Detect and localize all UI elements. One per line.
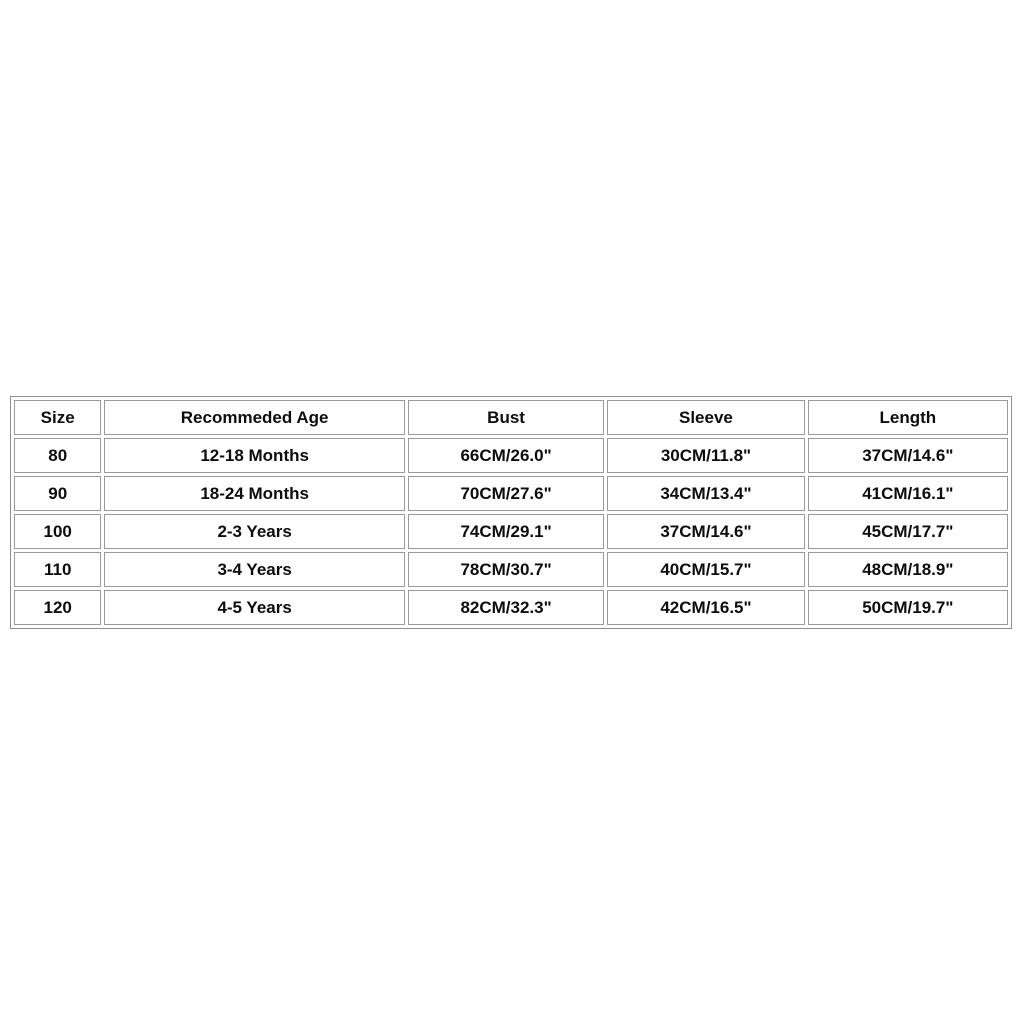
cell-size: 110 xyxy=(14,552,102,587)
column-header-age: Recommeded Age xyxy=(104,400,405,435)
cell-age: 18-24 Months xyxy=(104,476,405,511)
cell-length: 48CM/18.9" xyxy=(807,552,1008,587)
cell-bust: 78CM/30.7" xyxy=(407,552,605,587)
cell-bust: 74CM/29.1" xyxy=(407,514,605,549)
cell-age: 12-18 Months xyxy=(104,438,405,473)
cell-age: 4-5 Years xyxy=(104,590,405,625)
cell-bust: 82CM/32.3" xyxy=(407,590,605,625)
cell-length: 37CM/14.6" xyxy=(807,438,1008,473)
cell-length: 41CM/16.1" xyxy=(807,476,1008,511)
cell-bust: 66CM/26.0" xyxy=(407,438,605,473)
column-header-bust: Bust xyxy=(407,400,605,435)
cell-bust: 70CM/27.6" xyxy=(407,476,605,511)
cell-age: 3-4 Years xyxy=(104,552,405,587)
size-chart-table: Size Recommeded Age Bust Sleeve Length 8… xyxy=(10,396,1012,629)
cell-sleeve: 42CM/16.5" xyxy=(607,590,805,625)
table-row: 80 12-18 Months 66CM/26.0" 30CM/11.8" 37… xyxy=(14,438,1008,473)
table-row: 90 18-24 Months 70CM/27.6" 34CM/13.4" 41… xyxy=(14,476,1008,511)
cell-size: 100 xyxy=(14,514,102,549)
table-row: 100 2-3 Years 74CM/29.1" 37CM/14.6" 45CM… xyxy=(14,514,1008,549)
column-header-size: Size xyxy=(14,400,102,435)
cell-size: 90 xyxy=(14,476,102,511)
cell-sleeve: 40CM/15.7" xyxy=(607,552,805,587)
table-row: 110 3-4 Years 78CM/30.7" 40CM/15.7" 48CM… xyxy=(14,552,1008,587)
column-header-sleeve: Sleeve xyxy=(607,400,805,435)
cell-length: 50CM/19.7" xyxy=(807,590,1008,625)
size-chart-container: Size Recommeded Age Bust Sleeve Length 8… xyxy=(10,396,1012,629)
cell-sleeve: 37CM/14.6" xyxy=(607,514,805,549)
cell-size: 80 xyxy=(14,438,102,473)
cell-sleeve: 34CM/13.4" xyxy=(607,476,805,511)
cell-sleeve: 30CM/11.8" xyxy=(607,438,805,473)
header-row: Size Recommeded Age Bust Sleeve Length xyxy=(14,400,1008,435)
column-header-length: Length xyxy=(807,400,1008,435)
cell-age: 2-3 Years xyxy=(104,514,405,549)
table-row: 120 4-5 Years 82CM/32.3" 42CM/16.5" 50CM… xyxy=(14,590,1008,625)
cell-size: 120 xyxy=(14,590,102,625)
cell-length: 45CM/17.7" xyxy=(807,514,1008,549)
